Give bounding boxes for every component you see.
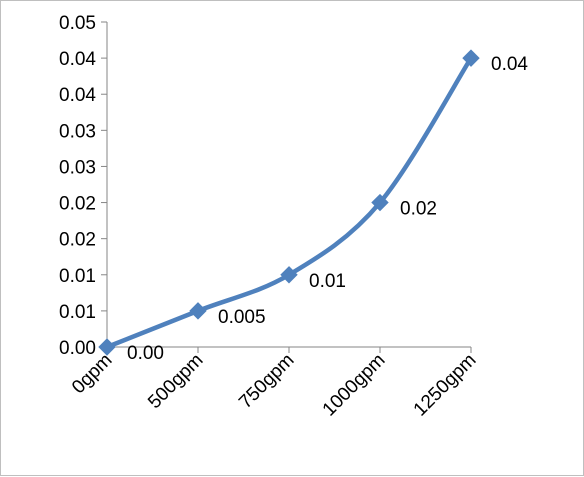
data-point-marker xyxy=(462,49,480,67)
y-tick-label: 0.01 xyxy=(59,266,96,287)
data-point-marker xyxy=(98,338,116,356)
data-label: 0.01 xyxy=(309,271,346,292)
data-point-marker xyxy=(280,266,298,284)
x-tick-label: 750gpm xyxy=(235,350,298,413)
data-label: 0.02 xyxy=(400,199,437,220)
series-group: 0.00 0.005 0.01 0.02 0.04 xyxy=(98,49,528,364)
y-tick-label: 0.03 xyxy=(59,157,96,178)
data-label: 0.00 xyxy=(127,343,164,364)
y-axis: 0.00 0.01 0.01 0.02 0.02 0.03 0.03 0.04 0.04 0.05 xyxy=(59,13,108,359)
series-line xyxy=(104,55,474,350)
y-tick-label: 0.01 xyxy=(59,302,96,323)
y-tick-label: 0.05 xyxy=(59,13,96,34)
data-point-marker xyxy=(189,302,207,320)
y-tick-label: 0.03 xyxy=(59,121,96,142)
data-label: 0.04 xyxy=(491,54,528,75)
y-tick-label: 0.02 xyxy=(59,194,96,215)
y-tick-label: 0.04 xyxy=(59,85,96,106)
y-tick-label: 0.04 xyxy=(59,49,96,70)
y-tick-label: 0.00 xyxy=(59,338,96,359)
x-tick-label: 1000gpm xyxy=(319,350,390,421)
x-tick-label: 1250gpm xyxy=(410,350,481,421)
y-tick-label: 0.02 xyxy=(59,230,96,251)
data-label: 0.005 xyxy=(218,307,266,328)
data-point-marker xyxy=(371,193,389,212)
